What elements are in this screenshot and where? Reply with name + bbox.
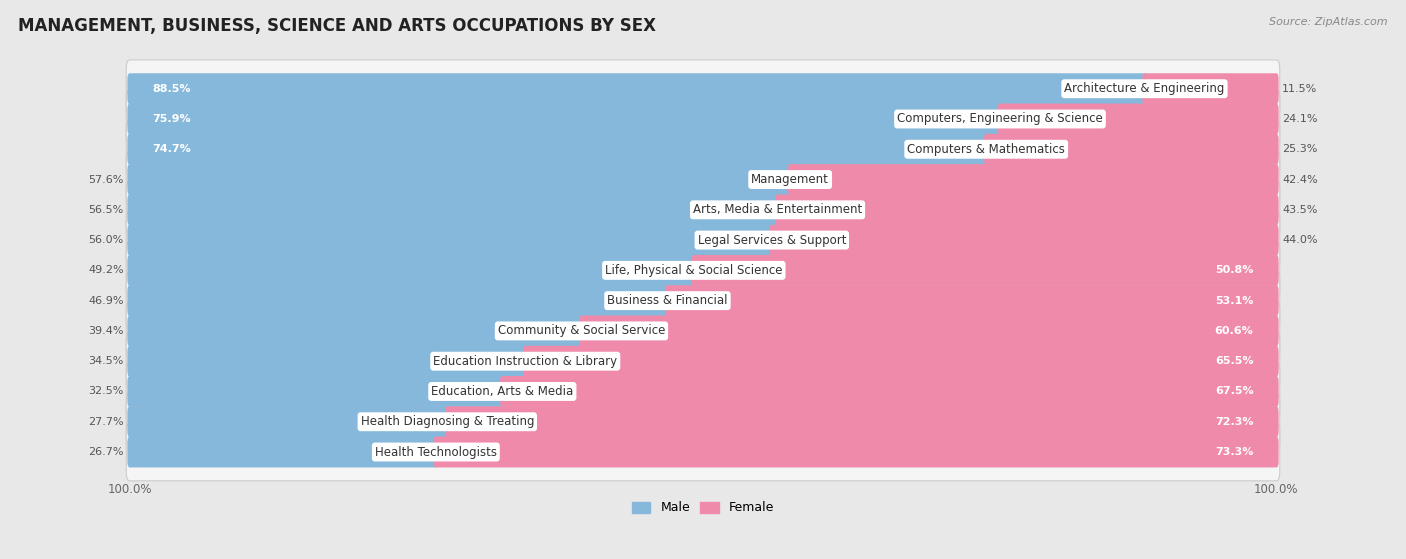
- FancyBboxPatch shape: [665, 285, 1278, 316]
- FancyBboxPatch shape: [775, 195, 1278, 225]
- FancyBboxPatch shape: [128, 134, 988, 165]
- Text: Health Technologists: Health Technologists: [375, 446, 496, 458]
- Text: 42.4%: 42.4%: [1282, 174, 1317, 184]
- Text: 53.1%: 53.1%: [1215, 296, 1253, 306]
- FancyBboxPatch shape: [692, 255, 1278, 286]
- FancyBboxPatch shape: [128, 164, 793, 195]
- Text: Life, Physical & Social Science: Life, Physical & Social Science: [605, 264, 783, 277]
- Text: 49.2%: 49.2%: [89, 266, 124, 276]
- Text: 46.9%: 46.9%: [89, 296, 124, 306]
- Text: Community & Social Service: Community & Social Service: [498, 324, 665, 338]
- FancyBboxPatch shape: [128, 285, 669, 316]
- FancyBboxPatch shape: [127, 60, 1279, 117]
- FancyBboxPatch shape: [127, 272, 1279, 329]
- FancyBboxPatch shape: [127, 121, 1279, 178]
- Text: Arts, Media & Entertainment: Arts, Media & Entertainment: [693, 203, 862, 216]
- FancyBboxPatch shape: [998, 103, 1278, 134]
- FancyBboxPatch shape: [127, 302, 1279, 359]
- Text: 11.5%: 11.5%: [1282, 84, 1317, 94]
- Text: Source: ZipAtlas.com: Source: ZipAtlas.com: [1270, 17, 1388, 27]
- Text: 50.8%: 50.8%: [1215, 266, 1253, 276]
- Text: Computers & Mathematics: Computers & Mathematics: [907, 143, 1066, 156]
- Text: Education, Arts & Media: Education, Arts & Media: [432, 385, 574, 398]
- Text: 27.7%: 27.7%: [89, 417, 124, 427]
- Text: Management: Management: [751, 173, 830, 186]
- Text: Health Diagnosing & Treating: Health Diagnosing & Treating: [360, 415, 534, 428]
- FancyBboxPatch shape: [1142, 73, 1278, 104]
- Text: 24.1%: 24.1%: [1282, 114, 1317, 124]
- Text: 39.4%: 39.4%: [89, 326, 124, 336]
- Text: 56.5%: 56.5%: [89, 205, 124, 215]
- FancyBboxPatch shape: [128, 73, 1147, 104]
- FancyBboxPatch shape: [128, 406, 450, 437]
- Text: Education Instruction & Library: Education Instruction & Library: [433, 355, 617, 368]
- FancyBboxPatch shape: [128, 195, 780, 225]
- FancyBboxPatch shape: [128, 255, 696, 286]
- Text: 73.3%: 73.3%: [1215, 447, 1253, 457]
- Text: 34.5%: 34.5%: [89, 356, 124, 366]
- Text: 88.5%: 88.5%: [153, 84, 191, 94]
- Text: Computers, Engineering & Science: Computers, Engineering & Science: [897, 112, 1102, 125]
- FancyBboxPatch shape: [769, 225, 1278, 255]
- Text: 57.6%: 57.6%: [89, 174, 124, 184]
- FancyBboxPatch shape: [127, 393, 1279, 451]
- FancyBboxPatch shape: [128, 315, 583, 347]
- Text: 56.0%: 56.0%: [89, 235, 124, 245]
- Text: 67.5%: 67.5%: [1215, 386, 1253, 396]
- Text: Legal Services & Support: Legal Services & Support: [697, 234, 846, 247]
- FancyBboxPatch shape: [127, 423, 1279, 481]
- Text: 60.6%: 60.6%: [1215, 326, 1253, 336]
- Text: 75.9%: 75.9%: [153, 114, 191, 124]
- FancyBboxPatch shape: [433, 437, 1278, 467]
- FancyBboxPatch shape: [501, 376, 1278, 407]
- Text: 65.5%: 65.5%: [1215, 356, 1253, 366]
- FancyBboxPatch shape: [446, 406, 1278, 437]
- FancyBboxPatch shape: [787, 164, 1278, 195]
- FancyBboxPatch shape: [128, 346, 527, 377]
- Text: MANAGEMENT, BUSINESS, SCIENCE AND ARTS OCCUPATIONS BY SEX: MANAGEMENT, BUSINESS, SCIENCE AND ARTS O…: [18, 17, 657, 35]
- FancyBboxPatch shape: [128, 376, 505, 407]
- FancyBboxPatch shape: [127, 181, 1279, 239]
- Text: 74.7%: 74.7%: [153, 144, 191, 154]
- FancyBboxPatch shape: [128, 225, 775, 255]
- FancyBboxPatch shape: [127, 241, 1279, 299]
- Text: Business & Financial: Business & Financial: [607, 294, 728, 307]
- FancyBboxPatch shape: [127, 151, 1279, 209]
- FancyBboxPatch shape: [127, 333, 1279, 390]
- FancyBboxPatch shape: [984, 134, 1278, 165]
- Text: 72.3%: 72.3%: [1215, 417, 1253, 427]
- Text: 25.3%: 25.3%: [1282, 144, 1317, 154]
- FancyBboxPatch shape: [523, 346, 1278, 377]
- FancyBboxPatch shape: [127, 90, 1279, 148]
- FancyBboxPatch shape: [127, 363, 1279, 420]
- Text: 32.5%: 32.5%: [89, 386, 124, 396]
- FancyBboxPatch shape: [127, 211, 1279, 269]
- Text: 44.0%: 44.0%: [1282, 235, 1317, 245]
- Text: 26.7%: 26.7%: [89, 447, 124, 457]
- FancyBboxPatch shape: [128, 437, 439, 467]
- FancyBboxPatch shape: [128, 103, 1002, 134]
- FancyBboxPatch shape: [579, 315, 1278, 347]
- Text: Architecture & Engineering: Architecture & Engineering: [1064, 82, 1225, 95]
- Legend: Male, Female: Male, Female: [627, 496, 779, 519]
- Text: 43.5%: 43.5%: [1282, 205, 1317, 215]
